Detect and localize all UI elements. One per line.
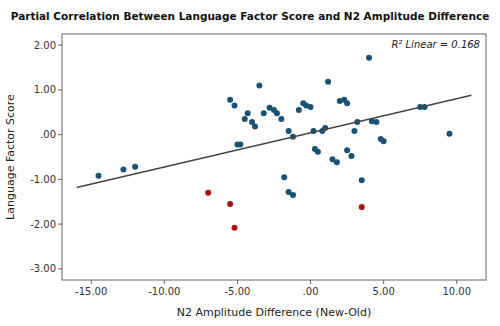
y-tick: [58, 179, 62, 180]
point: [290, 192, 296, 198]
x-tick: [456, 280, 457, 284]
point: [256, 82, 262, 88]
point: [252, 124, 258, 130]
point: [227, 201, 233, 207]
x-tick: [164, 280, 165, 284]
point: [281, 174, 287, 180]
point: [446, 131, 452, 137]
point: [334, 159, 340, 165]
annotation: R² Linear = 0.168: [391, 39, 480, 50]
x-tick: [383, 280, 384, 284]
y-tick: [58, 89, 62, 90]
y-axis-label: Language Factor Score: [4, 94, 17, 220]
x-tick: [91, 280, 92, 284]
y-tick-label: 1.00: [34, 84, 56, 95]
point: [359, 204, 365, 210]
point: [205, 190, 211, 196]
point: [132, 164, 138, 170]
point: [348, 153, 354, 159]
x-tick: [237, 280, 238, 284]
point: [286, 128, 292, 134]
y-tick: [58, 268, 62, 269]
point: [296, 107, 302, 113]
regression-line: [77, 95, 472, 187]
point: [120, 167, 126, 173]
x-tick: [310, 280, 311, 284]
data: [77, 55, 472, 231]
point: [325, 79, 331, 85]
point: [237, 141, 243, 147]
point: [359, 177, 365, 183]
x-axis-label: N2 Amplitude Difference (New-Old): [177, 306, 371, 319]
y-tick-label: 2.00: [34, 40, 56, 51]
x-tick-label: 5.00: [373, 286, 395, 297]
plot-frame: [62, 34, 486, 280]
point: [274, 110, 280, 116]
background: [0, 0, 500, 326]
point: [232, 225, 238, 231]
point: [381, 138, 387, 144]
y-axis: -3.00 -2.00 -1.00 .00 1.00 2.00: [30, 40, 62, 275]
y-tick: [58, 45, 62, 46]
point: [373, 119, 379, 125]
x-tick-label: -5.00: [225, 286, 251, 297]
y-tick-label: .00: [40, 129, 56, 140]
point: [245, 110, 251, 116]
point: [366, 55, 372, 61]
x-axis: -15.00 -10.00 -5.00 .00 5.00 10.00: [75, 280, 471, 297]
point: [232, 103, 238, 109]
point: [242, 116, 248, 122]
x-tick-label: .00: [303, 286, 319, 297]
point: [96, 173, 102, 179]
title: Partial Correlation Between Language Fac…: [11, 10, 490, 22]
x-tick-label: -15.00: [75, 286, 107, 297]
x-tick-label: 10.00: [442, 286, 471, 297]
x-tick-label: -10.00: [148, 286, 180, 297]
y-tick-label: -2.00: [30, 219, 56, 230]
point: [308, 104, 314, 110]
chart: -15.00-10.00-5.00.005.0010.00-3.00-2.00-…: [0, 0, 500, 326]
y-tick: [58, 134, 62, 135]
y-tick-label: -1.00: [30, 174, 56, 185]
point: [351, 128, 357, 134]
point: [312, 146, 318, 152]
point: [278, 116, 284, 122]
y-tick: [58, 224, 62, 225]
y-tick-label: -3.00: [30, 263, 56, 274]
point: [344, 100, 350, 106]
point: [227, 97, 233, 103]
point: [344, 147, 350, 153]
point: [261, 110, 267, 116]
